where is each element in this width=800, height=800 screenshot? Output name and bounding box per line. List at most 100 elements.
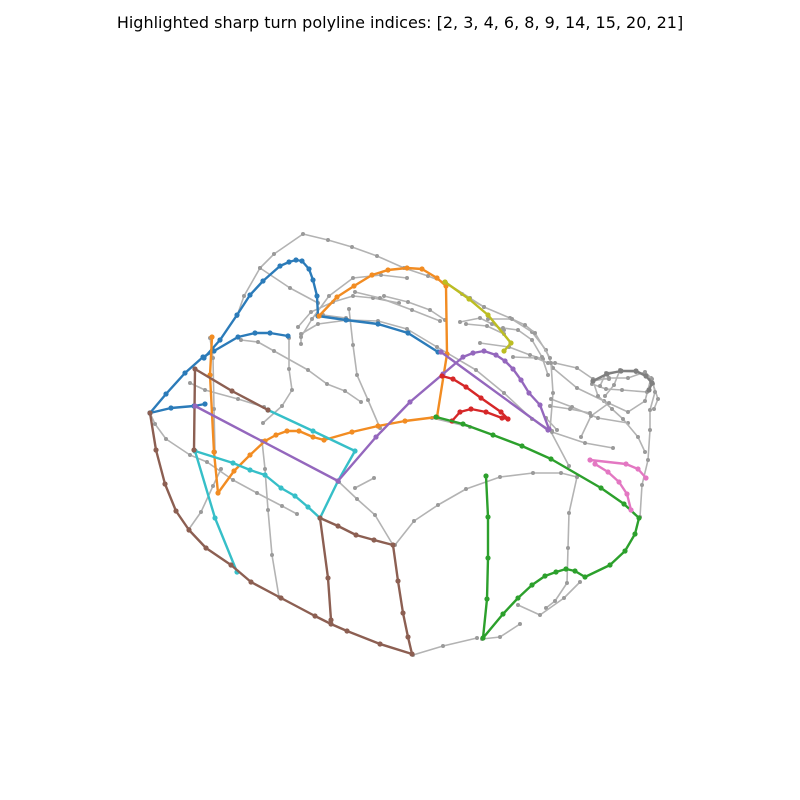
background-polyline-30 [517,581,581,616]
background-polyline-6 [240,339,362,403]
background-polyline-19-vertex-9 [626,410,630,414]
background-polyline-5-vertex-1 [288,286,292,290]
highlighted-polyline-13-vertex-1 [623,461,629,467]
background-polyline-34-vertex-0 [549,397,553,401]
highlighted-polyline-8-vertex-2 [192,366,198,372]
highlighted-polyline-12-vertex-2 [490,432,496,438]
highlighted-polyline-16-vertex-6 [646,387,652,393]
highlighted-polyline-12-vertex-1 [460,421,466,427]
background-polyline-37 [592,380,646,453]
background-polyline-14-vertex-0 [382,294,386,298]
highlighted-polyline-7 [148,411,414,656]
highlighted-polyline-5-vertex-6 [305,504,311,510]
background-polyline-7-vertex-2 [310,317,314,321]
highlighted-polyline-3-vertex-2 [211,449,217,455]
highlighted-polyline-2-vertex-6 [286,259,292,265]
highlighted-polyline-0-vertex-8 [285,333,291,339]
highlighted-polyline-7-vertex-1 [153,447,159,453]
background-polyline-21-vertex-1 [478,316,482,320]
highlighted-polyline-8-vertex-0 [265,407,271,413]
highlighted-polyline-12-vertex-23 [483,473,489,479]
background-polyline-39-vertex-8 [646,458,650,462]
highlighted-polyline-3-vertex-7 [273,432,279,438]
highlighted-polyline-0-vertex-1 [163,391,169,397]
highlighted-polyline-14-vertex-4 [628,507,634,513]
background-polyline-8-vertex-3 [351,294,355,298]
background-polyline-39-vertex-3 [643,370,647,374]
background-polyline-36-vertex-2 [620,388,624,392]
highlighted-polyline-3-vertex-10 [310,434,316,440]
background-polyline-8 [297,295,400,328]
highlighted-polyline-2-vertex-5 [277,263,283,269]
highlighted-polyline-3-vertex-22 [369,272,375,278]
highlighted-polyline-3-vertex-19 [419,266,425,272]
background-polyline-15 [322,314,347,319]
background-polyline-18-vertex-1 [372,476,376,480]
highlighted-polyline-9-vertex-12 [526,390,532,396]
highlighted-polyline-2-vertex-1 [217,337,223,343]
background-polyline-0-vertex-8 [295,512,299,516]
background-polyline-6-vertex-4 [325,382,329,386]
highlighted-polyline-16-vertex-1 [604,371,610,377]
background-polyline-27-vertex-1 [551,391,555,395]
highlighted-polyline-7-vertex-20 [335,523,341,529]
background-polyline-11-vertex-0 [299,332,303,336]
background-polyline-8-vertex-1 [309,310,313,314]
background-polyline-0-vertex-5 [231,478,235,482]
highlighted-polyline-13-vertex-3 [643,475,649,481]
background-polyline-38-vertex-0 [598,384,602,388]
highlighted-polyline-6-vertex-3 [310,428,316,434]
background-polyline-25-vertex-2 [528,353,532,357]
background-polyline-3-vertex-1 [211,484,215,488]
highlighted-polyline-10-vertex-0 [438,349,444,355]
highlighted-polyline-4-vertex-1 [212,515,218,521]
highlighted-polyline-0 [148,331,290,415]
highlighted-polyline-16-vertex-0 [590,378,596,384]
background-polyline-38-vertex-6 [656,397,660,401]
background-polyline-0-vertex-1 [153,422,157,426]
highlighted-polyline-0-vertex-5 [235,334,241,340]
background-polyline-0-vertex-6 [255,491,259,495]
highlighted-polyline-3-vertex-20 [404,265,410,271]
highlighted-polyline-12-vertex-9 [622,548,628,554]
highlighted-polyline-12-vertex-7 [636,515,642,521]
highlighted-polyline-3-vertex-3 [215,490,221,496]
highlighted-polyline-9-vertex-5 [460,354,466,360]
highlighted-polyline-16-vertex-4 [643,373,649,379]
background-polyline-23-vertex-0 [501,326,505,330]
background-polyline-11-vertex-1 [316,322,320,326]
highlighted-polyline-11 [440,374,510,423]
background-polyline-33-vertex-0 [553,361,557,365]
highlighted-polyline-3-vertex-23 [351,283,357,289]
background-polyline-19-vertex-10 [643,399,647,403]
highlighted-polyline-12-vertex-16 [529,582,535,588]
highlighted-polyline-7-vertex-9 [312,613,318,619]
background-polyline-17-vertex-2 [436,503,440,507]
background-polyline-11-vertex-6 [474,368,478,372]
highlighted-polyline-2-vertex-4 [260,278,266,284]
background-polyline-32 [412,637,478,656]
highlighted-polyline-12-vertex-0 [433,414,439,420]
highlighted-polyline-14-vertex-1 [605,469,611,475]
background-polyline-28-vertex-2 [611,446,615,450]
background-polyline-9-vertex-1 [287,367,291,371]
background-polyline-4-vertex-6 [350,245,354,249]
background-polyline-3-vertex-0 [219,467,223,471]
background-polyline-13-vertex-2 [410,308,414,312]
background-polyline-12-vertex-1 [351,343,355,347]
background-polyline-14-vertex-1 [406,300,410,304]
highlighted-polyline-7-vertex-21 [317,515,323,521]
background-polyline-27-vertex-3 [567,464,571,468]
highlighted-polyline-2-vertex-9 [306,266,312,272]
highlighted-polyline-8-vertex-3 [191,447,197,453]
highlighted-polyline-12-vertex-3 [519,443,525,449]
background-polyline-42-vertex-1 [555,428,559,432]
highlighted-polyline-7-vertex-2 [162,481,168,487]
highlighted-polyline-8 [192,367,270,452]
highlighted-polyline-7-vertex-13 [409,651,415,657]
highlighted-polyline-3-vertex-13 [375,423,381,429]
background-polyline-42 [545,417,558,431]
highlighted-polyline-15 [443,280,513,353]
highlighted-polyline-6 [266,408,357,520]
highlighted-polyline-5-vertex-5 [292,493,298,499]
